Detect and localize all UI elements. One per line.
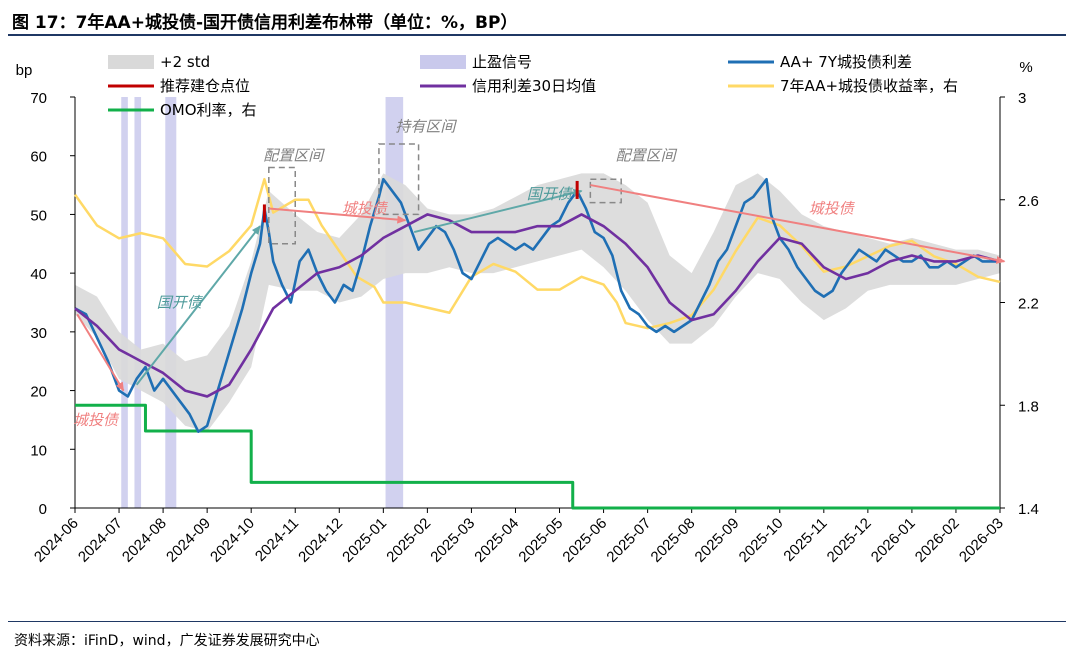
annotation-6: 配置区间 bbox=[616, 147, 678, 165]
x-tick-label-14: 2025-08 bbox=[648, 515, 699, 566]
left-tick-label-7: 70 bbox=[30, 90, 47, 107]
x-tick-label-12: 2025-06 bbox=[559, 515, 610, 566]
interval-box-1 bbox=[378, 143, 420, 216]
series-line-ma30 bbox=[74, 213, 1001, 398]
trend-arrow-1 bbox=[135, 225, 261, 386]
interval-box-0 bbox=[268, 166, 296, 245]
left-tick-label-2: 20 bbox=[30, 384, 47, 401]
trend-arrow-4 bbox=[590, 184, 1006, 264]
annotation-5: 国开债 bbox=[527, 185, 574, 203]
legend-label-takeprofit: 止盈信号 bbox=[472, 53, 532, 71]
annotation-4: 城投债 bbox=[342, 200, 389, 218]
figure-title: 图 17：7年AA+城投债-国开债信用利差布林带（单位：%，BP） bbox=[12, 13, 518, 33]
title-bar: 图 17：7年AA+城投债-国开债信用利差布林带（单位：%，BP） bbox=[8, 4, 1066, 36]
x-tick-label-17: 2025-11 bbox=[780, 515, 830, 565]
x-tick-label-10: 2025-04 bbox=[471, 515, 522, 566]
series-line-spread bbox=[74, 177, 1000, 433]
left-tick-label-3: 30 bbox=[30, 325, 47, 342]
legend-swatch-takeprofit bbox=[420, 55, 466, 69]
right-axis-label: % bbox=[1019, 59, 1032, 76]
left-tick-label-1: 10 bbox=[30, 442, 47, 459]
bollinger-band bbox=[75, 173, 1000, 432]
title-rule bbox=[8, 34, 1066, 36]
legend-label-band: +2 std bbox=[160, 53, 210, 71]
x-tick-label-20: 2026-02 bbox=[912, 515, 963, 566]
legend-swatch-band bbox=[108, 55, 154, 69]
x-tick-label-19: 2026-01 bbox=[868, 515, 919, 566]
x-tick-label-2: 2024-08 bbox=[119, 515, 170, 566]
x-tick-label-6: 2024-12 bbox=[295, 515, 346, 566]
left-tick-label-6: 60 bbox=[30, 149, 47, 166]
x-tick-label-15: 2025-09 bbox=[692, 515, 743, 566]
x-tick-label-7: 2025-01 bbox=[339, 515, 390, 566]
annotation-3: 持有区间 bbox=[395, 117, 457, 135]
annotation-7: 城投债 bbox=[809, 200, 856, 218]
credit-spread-chart: 010203040506070bp1.41.82.22.63%2024-0620… bbox=[16, 53, 1039, 566]
x-tick-label-5: 2024-11 bbox=[252, 515, 302, 565]
legend-label-yield: 7年AA+城投债收益率，右 bbox=[780, 77, 958, 95]
series-line-omo bbox=[75, 403, 1000, 510]
right-tick-label-2: 2.2 bbox=[1018, 296, 1039, 313]
x-tick-label-4: 2024-10 bbox=[207, 515, 258, 566]
x-tick-label-18: 2025-12 bbox=[824, 515, 875, 566]
left-tick-label-5: 50 bbox=[30, 207, 47, 224]
annotation-2: 配置区间 bbox=[263, 147, 325, 165]
legend-label-rec: 推荐建仓点位 bbox=[160, 77, 250, 95]
x-tick-label-0: 2024-06 bbox=[31, 515, 82, 566]
left-axis-label: bp bbox=[16, 62, 33, 79]
footer-rule bbox=[8, 621, 1066, 622]
source-note: 资料来源：iFinD，wind，广发证券发展研究中心 bbox=[14, 633, 320, 649]
right-tick-label-3: 2.6 bbox=[1018, 193, 1039, 210]
right-tick-label-1: 1.8 bbox=[1018, 398, 1039, 415]
annotation-1: 国开债 bbox=[157, 294, 204, 312]
x-tick-label-3: 2024-09 bbox=[163, 515, 214, 566]
take-profit-band-0 bbox=[121, 97, 128, 508]
annotation-0: 城投债 bbox=[73, 411, 120, 429]
x-tick-label-13: 2025-07 bbox=[603, 515, 654, 566]
right-tick-label-0: 1.4 bbox=[1018, 501, 1039, 518]
right-tick-label-4: 3 bbox=[1018, 90, 1026, 107]
x-tick-label-8: 2025-02 bbox=[383, 515, 434, 566]
x-tick-label-16: 2025-10 bbox=[736, 515, 787, 566]
legend-label-spread: AA+ 7Y城投债利差 bbox=[780, 53, 912, 71]
left-tick-label-0: 0 bbox=[39, 501, 47, 518]
x-tick-label-1: 2024-07 bbox=[75, 515, 126, 566]
x-tick-label-9: 2025-03 bbox=[427, 515, 478, 566]
legend-label-ma30: 信用利差30日均值 bbox=[472, 77, 596, 95]
x-tick-label-21: 2026-03 bbox=[956, 515, 1007, 566]
trend-arrow-3 bbox=[413, 188, 583, 234]
take-profit-band-1 bbox=[134, 97, 142, 508]
legend-label-omo: OMO利率，右 bbox=[160, 101, 257, 119]
left-tick-label-4: 40 bbox=[30, 266, 47, 283]
trend-arrow-0 bbox=[76, 313, 125, 392]
trend-arrow-2 bbox=[268, 207, 407, 224]
take-profit-band-2 bbox=[165, 97, 177, 508]
x-tick-label-11: 2025-05 bbox=[515, 515, 566, 566]
